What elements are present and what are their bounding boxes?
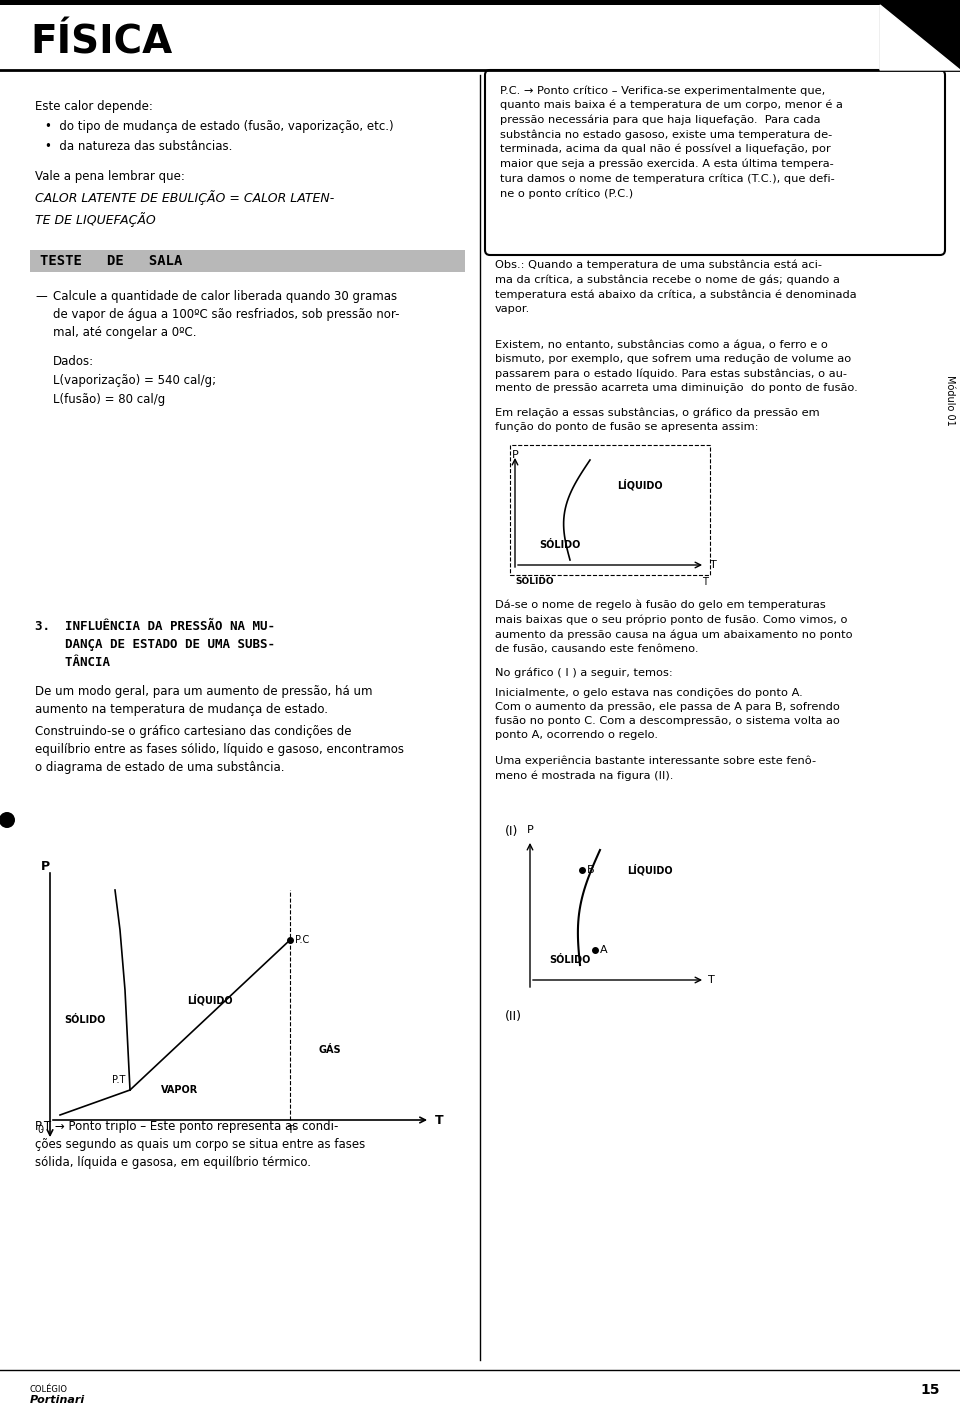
Bar [510, 445, 710, 575]
Text: De um modo geral, para um aumento de pressão, há um
aumento na temperatura de mu: De um modo geral, para um aumento de pre… [35, 686, 372, 717]
Text: (I): (I) [505, 825, 518, 837]
Text: Em relação a essas substâncias, o gráfico da pressão em
função do ponto de fusão: Em relação a essas substâncias, o gráfic… [495, 407, 820, 433]
Text: •  do tipo de mudança de estado (fusão, vaporização, etc.): • do tipo de mudança de estado (fusão, v… [45, 119, 394, 133]
Text: TESTE   DE   SALA: TESTE DE SALA [40, 254, 182, 268]
Text: P.C. → Ponto crítico – Verifica-se experimentalmente que,
quanto mais baixa é a : P.C. → Ponto crítico – Verifica-se exper… [500, 84, 843, 198]
Text: T: T [435, 1114, 444, 1127]
Text: Inicialmente, o gelo estava nas condições do ponto A.
Com o aumento da pressão, : Inicialmente, o gelo estava nas condiçõe… [495, 688, 840, 740]
Text: Construindo-se o gráfico cartesiano das condições de
equilíbrio entre as fases s: Construindo-se o gráfico cartesiano das … [35, 725, 404, 774]
Text: VAPOR: VAPOR [161, 1085, 199, 1094]
Text: Módulo 01: Módulo 01 [945, 375, 955, 426]
Text: Uma experiência bastante interessante sobre este fenô-
meno é mostrada na figura: Uma experiência bastante interessante so… [495, 756, 816, 781]
FancyBboxPatch shape [485, 70, 945, 254]
Text: Existem, no entanto, substâncias como a água, o ferro e o
bismuto, por exemplo, : Existem, no entanto, substâncias como a … [495, 340, 857, 393]
Text: Vale a pena lembrar que:: Vale a pena lembrar que: [35, 170, 185, 183]
Text: A: A [600, 946, 608, 955]
Text: P.T → Ponto triplo – Este ponto representa as condi-
ções segundo as quais um co: P.T → Ponto triplo – Este ponto represen… [35, 1120, 365, 1169]
Text: 0: 0 [36, 1125, 43, 1135]
Bar [0, 1370, 960, 1405]
Text: SÓLIDO: SÓLIDO [549, 955, 590, 965]
Text: T: T [710, 561, 717, 570]
Text: 15: 15 [921, 1383, 940, 1397]
Text: P.C: P.C [295, 934, 309, 946]
Text: SÓLIDO: SÓLIDO [515, 577, 554, 586]
Text: T: T [708, 975, 715, 985]
Bar [0, 0, 960, 70]
Text: COLÉGIO: COLÉGIO [30, 1385, 68, 1395]
Text: 3.  INFLUÊNCIA DA PRESSÃO NA MU-
    DANÇA DE ESTADO DE UMA SUBS-
    TÂNCIA: 3. INFLUÊNCIA DA PRESSÃO NA MU- DANÇA DE… [35, 620, 275, 669]
Text: LÍQUIDO: LÍQUIDO [627, 864, 673, 875]
Text: •  da natureza das substâncias.: • da natureza das substâncias. [45, 140, 232, 153]
Text: Dados:
L(vaporização) = 540 cal/g;
L(fusão) = 80 cal/g: Dados: L(vaporização) = 540 cal/g; L(fus… [53, 355, 216, 406]
Text: LÍQUIDO: LÍQUIDO [617, 479, 662, 490]
Text: Este calor depende:: Este calor depende: [35, 100, 153, 112]
Text: CALOR LATENTE DE EBULIÇÃO = CALOR LATEN-
TE DE LIQUEFAÇÃO: CALOR LATENTE DE EBULIÇÃO = CALOR LATEN-… [35, 190, 334, 228]
Text: P.T: P.T [111, 1075, 125, 1085]
Text: Tᶜ: Tᶜ [287, 1125, 297, 1135]
Text: LÍQUIDO: LÍQUIDO [187, 995, 233, 1006]
Text: T: T [702, 577, 708, 587]
Text: FÍSICA: FÍSICA [30, 22, 172, 60]
Text: (II): (II) [505, 1010, 522, 1023]
Bar [30, 250, 465, 273]
Text: P: P [40, 860, 50, 873]
Bar [0, 0, 960, 6]
Text: P: P [527, 825, 534, 835]
Text: Obs.: Quando a temperatura de uma substância está aci-
ma da crítica, a substânc: Obs.: Quando a temperatura de uma substâ… [495, 260, 856, 313]
Text: GÁS: GÁS [319, 1045, 342, 1055]
Text: Portinari: Portinari [30, 1395, 85, 1405]
Text: SÓLIDO: SÓLIDO [64, 1014, 106, 1026]
Text: SÓLIDO: SÓLIDO [540, 540, 581, 549]
Text: No gráfico ( I ) a seguir, temos:: No gráfico ( I ) a seguir, temos: [495, 667, 673, 679]
Polygon shape [880, 6, 960, 70]
Text: Dá-se o nome de regelo à fusão do gelo em temperaturas
mais baixas que o seu pró: Dá-se o nome de regelo à fusão do gelo e… [495, 600, 852, 653]
Text: P: P [512, 450, 518, 459]
Polygon shape [880, 6, 960, 70]
Text: B: B [587, 865, 594, 875]
Text: Calcule a quantidade de calor liberada quando 30 gramas
de vapor de água a 100ºC: Calcule a quantidade de calor liberada q… [53, 289, 399, 339]
Circle shape [0, 812, 15, 828]
Text: —: — [35, 289, 47, 303]
